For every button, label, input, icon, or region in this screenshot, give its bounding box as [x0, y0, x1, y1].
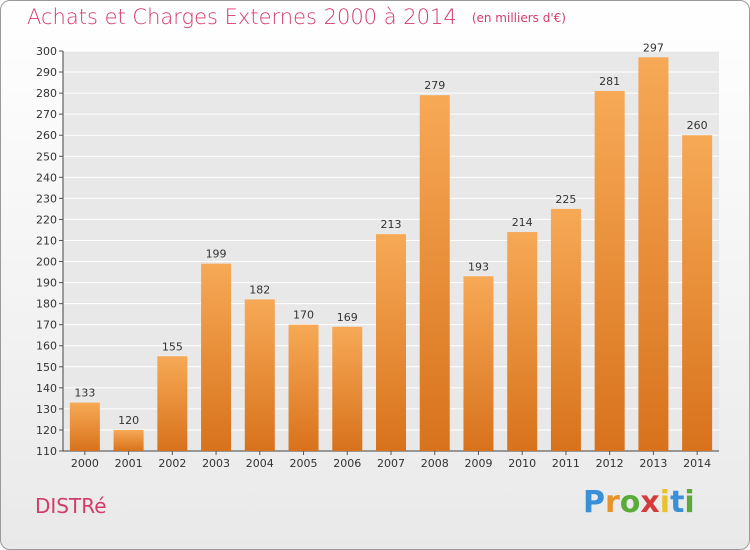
x-tick-label: 2007 [377, 457, 405, 470]
bar [288, 324, 319, 451]
x-tick-label: 2013 [639, 457, 667, 470]
unit-text: (en milliers d'€) [471, 11, 566, 25]
bar [244, 299, 275, 451]
data-label: 297 [643, 41, 664, 54]
data-label: 260 [687, 119, 708, 132]
y-tick-label: 200 [36, 256, 57, 269]
data-label: 133 [74, 387, 95, 400]
x-tick-label: 2005 [290, 457, 318, 470]
commune-name: DISTRé [35, 494, 107, 518]
y-tick-label: 240 [36, 171, 57, 184]
bar [113, 429, 144, 451]
y-tick-label: 120 [36, 424, 57, 437]
bar [201, 263, 232, 451]
y-tick-label: 250 [36, 150, 57, 163]
y-tick-label: 150 [36, 361, 57, 374]
x-tick-label: 2000 [71, 457, 99, 470]
bar [463, 276, 494, 451]
chart-title: Achats et Charges Externes 2000 à 2014 (… [27, 5, 566, 29]
x-tick-label: 2009 [464, 457, 492, 470]
bar [682, 135, 713, 452]
bar [507, 232, 538, 451]
data-label: 279 [424, 79, 445, 92]
y-tick-label: 130 [36, 403, 57, 416]
y-tick-label: 210 [36, 234, 57, 247]
y-tick-label: 220 [36, 213, 57, 226]
data-label: 213 [381, 218, 402, 231]
x-tick-label: 2002 [158, 457, 186, 470]
y-tick-label: 160 [36, 340, 57, 353]
x-tick-label: 2004 [246, 457, 274, 470]
x-tick-label: 2001 [115, 457, 143, 470]
proxiti-logo: Proxiti [583, 485, 695, 520]
title-text: Achats et Charges Externes 2000 à 2014 [27, 5, 457, 29]
data-label: 199 [206, 248, 227, 261]
y-tick-label: 230 [36, 192, 57, 205]
bar [638, 57, 669, 451]
y-tick-label: 140 [36, 382, 57, 395]
data-label: 120 [118, 414, 139, 427]
data-label: 170 [293, 309, 314, 322]
y-tick-label: 300 [36, 45, 57, 58]
x-tick-label: 2012 [596, 457, 624, 470]
bar [69, 402, 100, 451]
bar [550, 208, 581, 451]
x-tick-label: 2006 [333, 457, 361, 470]
y-tick-label: 260 [36, 129, 57, 142]
x-tick-label: 2008 [421, 457, 449, 470]
bar [332, 326, 363, 451]
bar [376, 234, 406, 451]
x-tick-label: 2003 [202, 457, 230, 470]
data-label: 169 [337, 311, 358, 324]
data-label: 193 [468, 260, 489, 273]
x-tick-label: 2014 [683, 457, 711, 470]
bar [419, 95, 450, 452]
data-label: 281 [599, 75, 620, 88]
y-tick-label: 190 [36, 277, 57, 290]
y-tick-label: 170 [36, 319, 57, 332]
x-tick-label: 2011 [552, 457, 580, 470]
y-tick-label: 280 [36, 87, 57, 100]
data-label: 182 [249, 283, 270, 296]
y-tick-label: 270 [36, 108, 57, 121]
y-tick-label: 180 [36, 298, 57, 311]
data-label: 214 [512, 216, 533, 229]
data-label: 155 [162, 340, 183, 353]
bar [157, 356, 188, 451]
y-tick-label: 290 [36, 66, 57, 79]
data-label: 225 [555, 193, 576, 206]
bar [594, 91, 625, 451]
y-tick-label: 110 [36, 445, 57, 458]
x-tick-label: 2010 [508, 457, 536, 470]
